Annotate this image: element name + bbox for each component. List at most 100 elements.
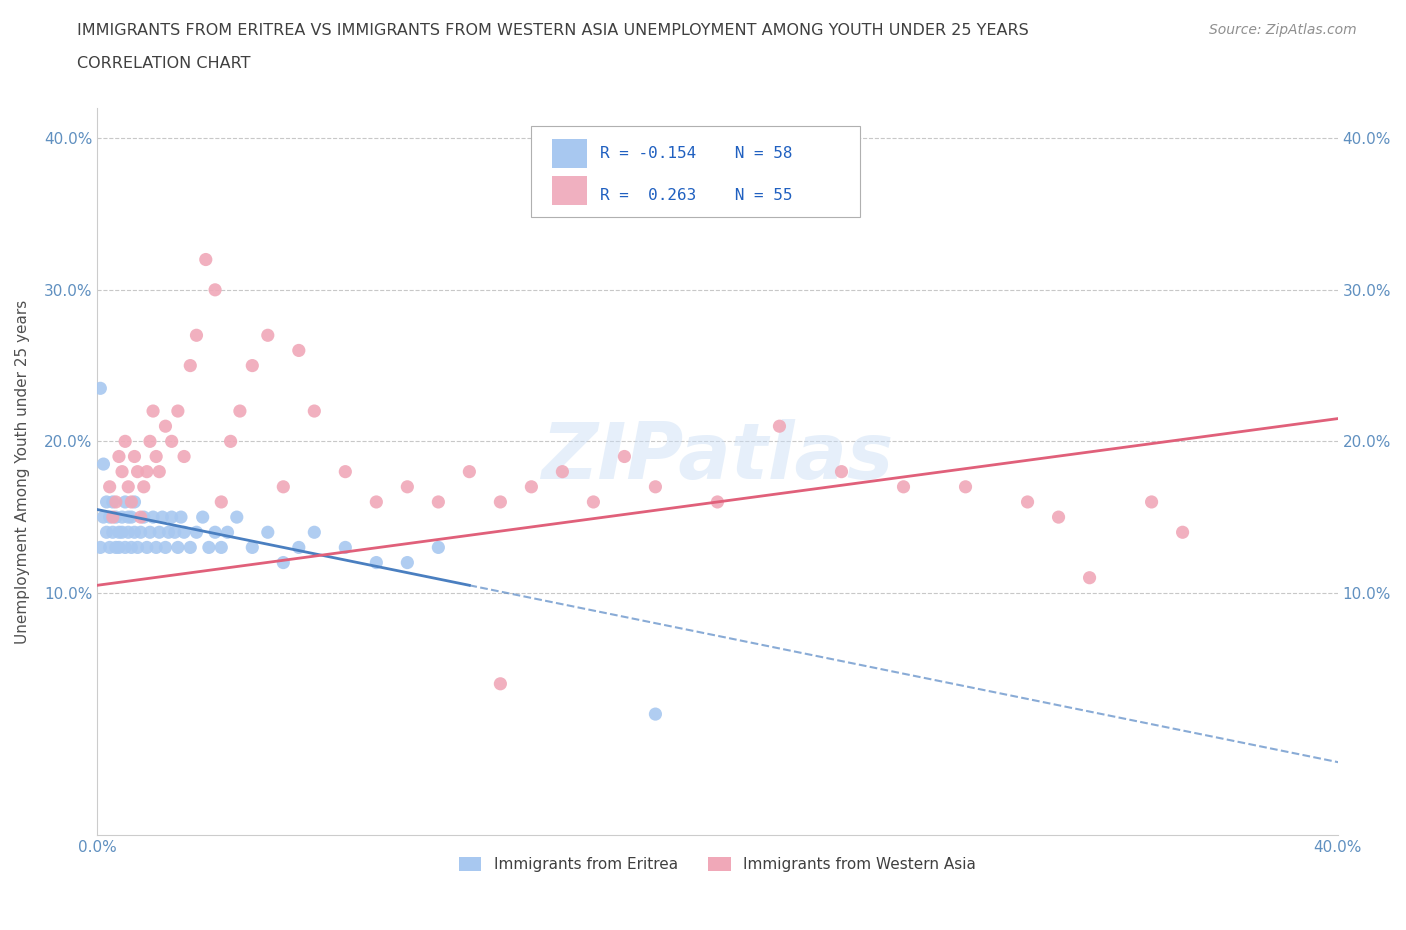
Text: Source: ZipAtlas.com: Source: ZipAtlas.com xyxy=(1209,23,1357,37)
Point xyxy=(1047,510,1070,525)
Point xyxy=(170,510,193,525)
Point xyxy=(101,525,124,539)
Point xyxy=(335,540,357,555)
Point xyxy=(582,495,605,510)
Point xyxy=(209,540,232,555)
Point xyxy=(489,676,512,691)
Point xyxy=(271,555,294,570)
Point xyxy=(93,457,115,472)
Point xyxy=(111,510,134,525)
Point xyxy=(194,252,217,267)
Bar xyxy=(553,176,588,205)
Point xyxy=(142,404,165,418)
Point xyxy=(427,540,450,555)
Point xyxy=(101,495,124,510)
Point xyxy=(256,328,278,343)
Point xyxy=(139,525,162,539)
Point xyxy=(204,525,226,539)
Point xyxy=(229,404,252,418)
Point xyxy=(111,464,134,479)
Point xyxy=(127,540,149,555)
Point xyxy=(155,418,177,433)
Point xyxy=(1171,525,1194,539)
Point xyxy=(186,525,208,539)
Point xyxy=(124,525,146,539)
Point xyxy=(145,449,167,464)
Point xyxy=(427,495,450,510)
Point xyxy=(135,540,157,555)
Point xyxy=(120,510,142,525)
Point xyxy=(96,495,118,510)
Text: R = -0.154    N = 58: R = -0.154 N = 58 xyxy=(599,146,792,161)
Point xyxy=(209,495,232,510)
Point xyxy=(150,510,173,525)
Point xyxy=(132,479,155,494)
Point xyxy=(117,525,139,539)
Point xyxy=(173,449,195,464)
Text: R =  0.263    N = 55: R = 0.263 N = 55 xyxy=(599,188,792,203)
Bar xyxy=(553,140,588,168)
Point xyxy=(132,510,155,525)
Point xyxy=(186,328,208,343)
Point xyxy=(396,479,419,494)
Point xyxy=(240,540,263,555)
Point xyxy=(98,540,121,555)
Point xyxy=(145,540,167,555)
Point xyxy=(644,479,666,494)
Point xyxy=(240,358,263,373)
Point xyxy=(198,540,221,555)
Point xyxy=(256,525,278,539)
Point xyxy=(160,434,183,449)
Point xyxy=(114,495,136,510)
Point xyxy=(288,540,311,555)
Point xyxy=(124,495,146,510)
Point xyxy=(768,418,790,433)
Point xyxy=(830,464,852,479)
Point xyxy=(520,479,543,494)
Y-axis label: Unemployment Among Youth under 25 years: Unemployment Among Youth under 25 years xyxy=(15,299,30,644)
Point xyxy=(98,510,121,525)
Point xyxy=(225,510,247,525)
Point xyxy=(366,555,388,570)
Point xyxy=(304,525,326,539)
Point xyxy=(1078,570,1101,585)
Point xyxy=(114,540,136,555)
Legend: Immigrants from Eritrea, Immigrants from Western Asia: Immigrants from Eritrea, Immigrants from… xyxy=(453,851,983,879)
Text: IMMIGRANTS FROM ERITREA VS IMMIGRANTS FROM WESTERN ASIA UNEMPLOYMENT AMONG YOUTH: IMMIGRANTS FROM ERITREA VS IMMIGRANTS FR… xyxy=(77,23,1029,38)
Point xyxy=(458,464,481,479)
Point xyxy=(98,479,121,494)
Point xyxy=(644,707,666,722)
Point xyxy=(955,479,977,494)
Point xyxy=(613,449,636,464)
Point xyxy=(1140,495,1163,510)
Point xyxy=(551,464,574,479)
Point xyxy=(89,381,111,396)
Text: CORRELATION CHART: CORRELATION CHART xyxy=(77,56,250,71)
Point xyxy=(163,525,186,539)
Point xyxy=(124,449,146,464)
Point xyxy=(167,540,190,555)
Point xyxy=(489,495,512,510)
Point xyxy=(111,525,134,539)
Point xyxy=(127,464,149,479)
Point xyxy=(135,464,157,479)
Point xyxy=(120,540,142,555)
Point xyxy=(160,510,183,525)
Point xyxy=(191,510,214,525)
Point xyxy=(114,434,136,449)
Point xyxy=(157,525,180,539)
Point xyxy=(93,510,115,525)
Point xyxy=(108,449,131,464)
Point xyxy=(104,495,127,510)
Point xyxy=(219,434,242,449)
Point xyxy=(108,540,131,555)
Point xyxy=(117,479,139,494)
Point xyxy=(108,525,131,539)
Point xyxy=(366,495,388,510)
Point xyxy=(217,525,239,539)
Point xyxy=(1017,495,1039,510)
Point xyxy=(101,510,124,525)
Point xyxy=(142,510,165,525)
Point xyxy=(271,479,294,494)
Point xyxy=(129,510,152,525)
